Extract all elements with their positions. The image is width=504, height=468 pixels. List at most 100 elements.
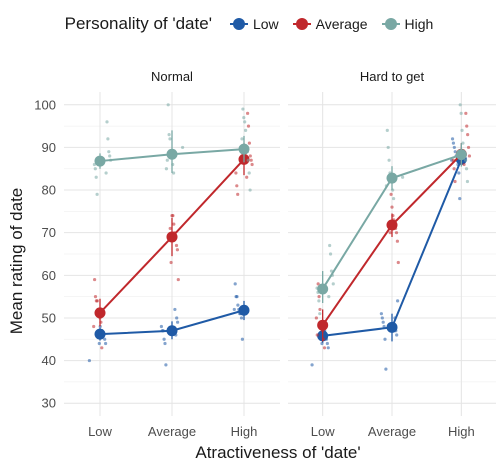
- series-normal-average: [92, 111, 254, 350]
- raw-point: [315, 333, 319, 337]
- raw-point: [328, 243, 332, 248]
- raw-point: [318, 307, 322, 312]
- raw-point: [97, 341, 101, 346]
- raw-point: [93, 167, 97, 171]
- raw-point: [250, 162, 254, 167]
- raw-point: [464, 158, 468, 162]
- raw-point: [172, 171, 176, 175]
- raw-point: [172, 222, 176, 226]
- raw-point: [450, 137, 455, 141]
- raw-point: [244, 128, 248, 132]
- raw-point: [173, 307, 177, 312]
- raw-point: [169, 260, 173, 265]
- raw-point: [384, 367, 388, 371]
- raw-point: [242, 115, 246, 120]
- raw-point: [103, 337, 107, 341]
- raw-point: [234, 171, 238, 175]
- series-normal-high: [92, 103, 252, 196]
- raw-point: [452, 167, 456, 171]
- raw-point: [401, 175, 405, 179]
- legend-label-high: High: [404, 16, 434, 32]
- mean-point-high-low: [94, 155, 106, 167]
- raw-point: [453, 179, 457, 184]
- mean-point-average-average: [166, 231, 178, 243]
- raw-point: [395, 239, 399, 243]
- series-normal-low: [87, 282, 250, 367]
- mean-point-high-average: [386, 172, 398, 184]
- raw-point: [168, 226, 172, 231]
- raw-point: [317, 295, 321, 299]
- raw-point: [232, 307, 236, 312]
- raw-point: [458, 103, 462, 107]
- raw-point: [181, 145, 185, 150]
- raw-point: [94, 299, 98, 303]
- raw-point: [327, 295, 331, 299]
- raw-point: [108, 154, 112, 158]
- raw-point: [159, 324, 163, 329]
- x-axis-label: Atractiveness of 'date': [195, 443, 360, 462]
- y-tick-label: 70: [42, 225, 56, 240]
- raw-point: [175, 248, 179, 252]
- panel-title-normal: Normal: [151, 69, 193, 84]
- raw-point: [167, 133, 171, 137]
- raw-point: [106, 137, 110, 141]
- raw-point: [465, 179, 470, 184]
- x-tick-label-low: Low: [311, 424, 335, 439]
- raw-point: [247, 141, 251, 145]
- raw-point: [87, 358, 91, 363]
- raw-point: [386, 145, 390, 150]
- mean-point-low-high: [238, 304, 250, 316]
- raw-point: [241, 107, 245, 111]
- raw-point: [95, 192, 99, 196]
- raw-point: [322, 346, 327, 350]
- mean-point-high-high: [455, 149, 467, 161]
- raw-point: [452, 145, 456, 150]
- legend-label-low: Low: [252, 16, 279, 32]
- y-tick-label: 60: [42, 268, 56, 283]
- y-tick-label: 80: [42, 183, 56, 198]
- raw-point: [166, 103, 170, 107]
- raw-point: [176, 320, 180, 324]
- raw-point: [380, 316, 384, 320]
- raw-point: [460, 128, 464, 132]
- y-tick-label: 30: [42, 396, 56, 411]
- raw-point: [164, 167, 168, 171]
- mean-point-high-high: [238, 143, 250, 155]
- x-tick-label-high: High: [231, 424, 258, 439]
- raw-point: [464, 167, 469, 171]
- raw-point: [93, 277, 97, 282]
- raw-point: [395, 333, 399, 337]
- legend-label-average: Average: [315, 16, 368, 32]
- raw-point: [396, 299, 400, 303]
- mean-point-high-average: [166, 148, 178, 160]
- y-tick-label: 50: [42, 310, 56, 325]
- raw-point: [170, 214, 174, 218]
- raw-point: [383, 337, 387, 341]
- legend-item-high: High: [381, 15, 434, 33]
- raw-point: [314, 316, 318, 320]
- legend-item-average: Average: [292, 15, 368, 33]
- legend-key-average: [292, 15, 311, 33]
- legend: Personality of 'date' Low Average High: [0, 14, 504, 34]
- raw-point: [105, 120, 109, 124]
- raw-point: [236, 192, 240, 196]
- raw-point: [168, 137, 172, 141]
- raw-point: [164, 363, 168, 367]
- x-tick-label-low: Low: [88, 424, 112, 439]
- raw-point: [390, 205, 394, 209]
- mean-point-low-average: [386, 321, 398, 333]
- raw-point: [466, 145, 471, 150]
- raw-point: [466, 133, 470, 137]
- panel-title-hard-to-get: Hard to get: [360, 69, 425, 84]
- raw-point: [310, 363, 314, 367]
- raw-point: [248, 188, 252, 192]
- legend-title: Personality of 'date': [64, 14, 212, 33]
- raw-point: [388, 231, 392, 235]
- raw-point: [163, 341, 167, 346]
- raw-point: [461, 141, 465, 145]
- raw-point: [246, 124, 251, 128]
- raw-point: [176, 277, 180, 282]
- raw-point: [320, 341, 324, 346]
- x-tick-label-average: Average: [148, 424, 196, 439]
- raw-point: [240, 337, 244, 341]
